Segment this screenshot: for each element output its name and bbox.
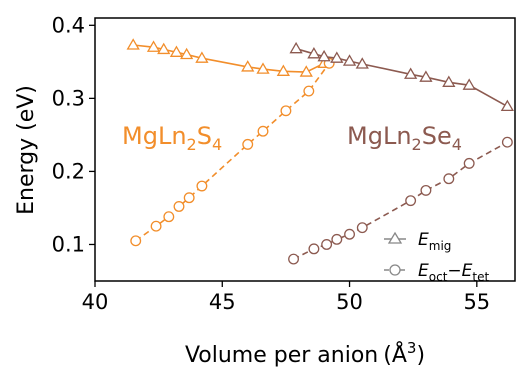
- data-point-circle: [443, 173, 455, 185]
- data-point-triangle: [180, 47, 194, 60]
- x-tick-label: 40: [82, 290, 109, 314]
- data-point-circle: [163, 211, 175, 223]
- data-point-circle: [344, 228, 355, 240]
- data-point-circle: [257, 125, 269, 137]
- data-point-circle: [356, 222, 368, 234]
- y-tick-label: 0.4: [52, 13, 85, 37]
- data-point-circle: [331, 233, 343, 245]
- data-point-triangle: [500, 99, 514, 112]
- legend-item-emig: Emig: [384, 230, 451, 253]
- data-point-triangle: [195, 51, 209, 63]
- data-point-triangle: [462, 78, 476, 90]
- legend-item-eoct-etet: Eoct−Etet: [384, 261, 489, 284]
- y-tick-label: 0.1: [52, 232, 85, 256]
- data-point-circle: [150, 220, 162, 232]
- series-MgLn2S4-E_mig: [126, 38, 331, 77]
- data-point-triangle: [299, 65, 313, 77]
- data-point-triangle: [157, 42, 171, 55]
- legend: Emig Eoct−Etet: [384, 230, 489, 284]
- data-point-triangle: [342, 54, 357, 66]
- data-point-circle: [242, 138, 254, 150]
- legend-triangle-icon: [387, 231, 403, 244]
- data-point-triangle: [442, 75, 456, 87]
- legend-label-eoct-etet: Eoct−Etet: [418, 261, 489, 284]
- series-MgLn2Se4-E_mig: [289, 41, 514, 112]
- annotation-selenide: MgLn2Se4: [347, 122, 462, 154]
- data-point-circle: [420, 184, 432, 196]
- x-tick-label: 55: [463, 290, 490, 314]
- data-point-triangle: [241, 60, 255, 72]
- data-point-circle: [321, 239, 333, 250]
- data-point-circle: [130, 235, 142, 247]
- data-point-triangle: [169, 45, 184, 57]
- annotation-sulfide: MgLn2S4: [122, 122, 222, 154]
- data-point-triangle: [289, 41, 303, 54]
- data-point-circle: [405, 195, 417, 207]
- data-point-triangle: [419, 70, 433, 82]
- x-tick-label: 50: [336, 290, 363, 314]
- plot-frame: [94, 17, 516, 282]
- series-MgLn2S4-E_oct-E_tet: [130, 57, 335, 247]
- data-point-triangle: [126, 38, 140, 50]
- data-point-circle: [308, 243, 320, 255]
- ticks-layer: 40 45 50 55 0.1 0.2 0.3 0.4: [52, 13, 491, 314]
- data-point-triangle: [404, 67, 418, 79]
- data-point-circle: [183, 192, 195, 204]
- data-point-circle: [173, 201, 185, 212]
- data-point-triangle: [276, 64, 290, 76]
- data-point-triangle: [330, 51, 344, 63]
- data-point-triangle: [146, 40, 161, 52]
- data-point-circle: [303, 85, 315, 97]
- y-tick-label: 0.3: [52, 86, 85, 110]
- data-point-circle: [501, 136, 513, 148]
- legend-label-emig: Emig: [418, 230, 451, 253]
- x-axis-label: Volume per anion (Å3): [185, 339, 425, 368]
- data-point-triangle: [256, 62, 270, 74]
- data-point-triangle: [355, 57, 369, 69]
- data-point-circle: [196, 180, 208, 192]
- y-tick-label: 0.2: [52, 159, 85, 183]
- data-point-circle: [288, 253, 299, 265]
- series-MgLn2Se4-E_oct-E_tet: [288, 136, 513, 265]
- data-point-circle: [463, 157, 475, 169]
- data-point-circle: [280, 105, 292, 117]
- data-point-triangle: [317, 49, 331, 62]
- y-axis-label: Energy (eV): [14, 85, 39, 215]
- x-tick-label: 45: [209, 290, 236, 314]
- legend-circle-icon: [389, 264, 401, 276]
- series-layer: [126, 38, 514, 265]
- data-point-triangle: [307, 46, 321, 59]
